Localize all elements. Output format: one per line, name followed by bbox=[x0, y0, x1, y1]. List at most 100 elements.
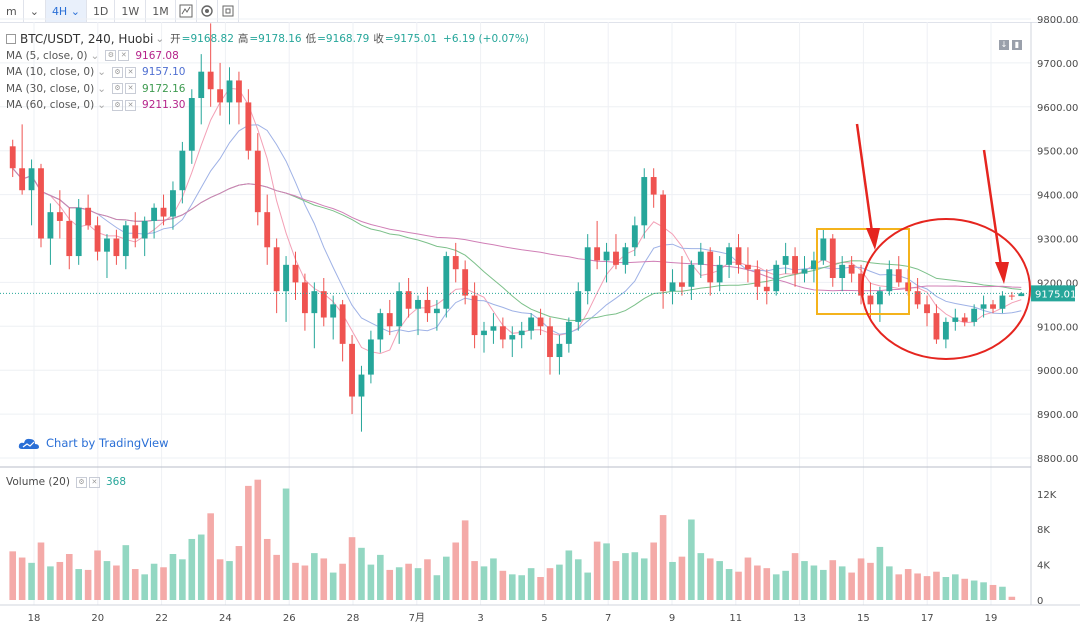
indicator-ma10[interactable]: MA (10, close, 0) ⌄ ⚙ ✕ 9157.10 bbox=[6, 64, 529, 81]
candle-body bbox=[56, 212, 63, 221]
chevron-down-icon: ⌄ bbox=[70, 4, 80, 18]
candle bbox=[283, 256, 289, 322]
candle bbox=[217, 62, 224, 116]
indicator-label: MA (5, close, 0) bbox=[6, 49, 88, 62]
candle-body bbox=[311, 291, 318, 314]
candle-body bbox=[745, 264, 751, 270]
volume-label: Volume (20) bbox=[6, 476, 70, 488]
candle-body bbox=[867, 295, 874, 305]
chevron-down-icon[interactable]: ⌄ bbox=[97, 66, 107, 78]
dropdown-chevron[interactable]: ⌄ bbox=[24, 0, 46, 22]
candle-body bbox=[773, 264, 780, 292]
volume-bar bbox=[829, 560, 837, 600]
candle bbox=[961, 313, 968, 327]
last-price-group: 9175.01 bbox=[0, 285, 1076, 302]
settings-icon[interactable] bbox=[197, 0, 218, 22]
chevron-down-icon[interactable]: ⌄ bbox=[97, 82, 107, 95]
candle bbox=[499, 317, 506, 349]
watermark-text: Chart by TradingView bbox=[46, 436, 169, 450]
candle-body bbox=[254, 150, 261, 213]
time-tick-label: 3 bbox=[477, 613, 483, 624]
volume-bar bbox=[980, 582, 987, 600]
arrow-down-icon[interactable]: ↓ bbox=[999, 40, 1009, 50]
close-icon[interactable]: ✕ bbox=[118, 50, 130, 62]
settings-icon[interactable]: ⚙ bbox=[75, 476, 87, 488]
time-tick-label: 9 bbox=[669, 613, 675, 624]
volume-bar bbox=[895, 574, 903, 600]
candle bbox=[990, 299, 996, 314]
collapse-icon[interactable] bbox=[6, 34, 16, 45]
candle-body bbox=[641, 177, 648, 226]
candle bbox=[575, 282, 582, 331]
indicator-value: 9172.16 bbox=[142, 82, 186, 95]
interval-button-m[interactable]: m bbox=[0, 0, 24, 22]
candle bbox=[810, 251, 817, 283]
candle bbox=[556, 335, 563, 375]
settings-icon[interactable]: ⚙ bbox=[112, 99, 124, 111]
volume-tick-label: 12K bbox=[1037, 490, 1057, 501]
candle bbox=[85, 194, 92, 230]
chevron-down-icon[interactable]: ⌄ bbox=[97, 99, 107, 111]
candle-body bbox=[367, 339, 374, 375]
candle-body bbox=[179, 150, 186, 191]
indicator-label: MA (10, close, 0) bbox=[6, 66, 95, 78]
candle bbox=[650, 168, 657, 208]
candle-body bbox=[349, 343, 355, 397]
interval-button-1d[interactable]: 1D bbox=[87, 0, 116, 22]
candle bbox=[443, 251, 450, 318]
volume-bar bbox=[565, 550, 573, 600]
candle bbox=[198, 54, 205, 125]
close-icon[interactable]: ✕ bbox=[125, 66, 137, 78]
chevron-down-icon[interactable]: ⌄ bbox=[90, 49, 100, 62]
close-value: =9175.01 bbox=[384, 33, 438, 45]
maximize-icon[interactable]: ▮ bbox=[1012, 40, 1022, 50]
candle-body bbox=[839, 264, 846, 279]
volume-bar bbox=[678, 556, 686, 600]
candle-body bbox=[490, 326, 497, 331]
volume-bar bbox=[490, 558, 497, 600]
tradingview-watermark[interactable]: Chart by TradingView bbox=[18, 436, 169, 450]
close-icon[interactable]: ✕ bbox=[125, 99, 137, 111]
high-label: 高 bbox=[237, 33, 249, 45]
candle bbox=[999, 291, 1006, 314]
interval-button-4h[interactable]: 4H ⌄ bbox=[45, 0, 87, 22]
settings-icon[interactable]: ⚙ bbox=[112, 83, 124, 95]
candle-body bbox=[122, 225, 129, 257]
settings-icon[interactable]: ⚙ bbox=[105, 50, 117, 62]
close-label: 收 bbox=[373, 33, 384, 45]
indicators-icon[interactable] bbox=[176, 0, 197, 22]
volume-bar bbox=[9, 551, 17, 600]
candle-body bbox=[188, 98, 195, 151]
chevron-down-icon[interactable]: ⌄ bbox=[155, 33, 165, 45]
volume-bar bbox=[273, 554, 280, 600]
candle-body bbox=[622, 247, 629, 265]
close-icon[interactable]: ✕ bbox=[88, 476, 100, 488]
indicator-ma5[interactable]: MA (5, close, 0) ⌄ ⚙ ✕ 9167.08 bbox=[6, 48, 529, 65]
volume-bar bbox=[867, 562, 874, 600]
interval-button-1m[interactable]: 1M bbox=[146, 0, 176, 22]
time-tick-label: 15 bbox=[857, 613, 870, 624]
candle bbox=[584, 234, 591, 305]
volume-bar bbox=[103, 561, 111, 600]
volume-bar bbox=[923, 576, 931, 600]
candle-body bbox=[47, 212, 54, 239]
volume-bar bbox=[952, 574, 959, 600]
candle bbox=[226, 67, 233, 125]
candle bbox=[311, 282, 318, 349]
candle-body bbox=[132, 225, 139, 239]
candle-body bbox=[763, 286, 770, 292]
fullscreen-icon[interactable] bbox=[218, 0, 239, 22]
candle-body bbox=[452, 256, 459, 270]
low-value: =9168.79 bbox=[317, 33, 370, 45]
close-icon[interactable]: ✕ bbox=[125, 83, 137, 95]
indicator-ma60[interactable]: MA (60, close, 0) ⌄ ⚙ ✕ 9211.30 bbox=[6, 97, 529, 114]
candle-body bbox=[961, 317, 968, 322]
settings-icon[interactable]: ⚙ bbox=[112, 66, 124, 78]
candle bbox=[914, 278, 921, 309]
candle bbox=[679, 256, 685, 296]
indicator-ma30[interactable]: MA (30, close, 0) ⌄ ⚙ ✕ 9172.16 bbox=[6, 81, 529, 98]
cloud-icon bbox=[18, 438, 39, 449]
interval-button-1w[interactable]: 1W bbox=[115, 0, 147, 22]
volume-bar bbox=[499, 570, 507, 600]
